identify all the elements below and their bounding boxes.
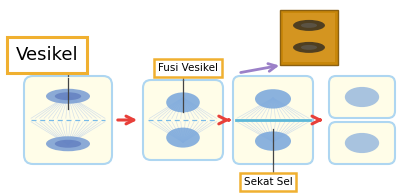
Text: Vesikel: Vesikel bbox=[16, 46, 78, 64]
Ellipse shape bbox=[345, 87, 379, 107]
Ellipse shape bbox=[46, 136, 90, 151]
Ellipse shape bbox=[166, 128, 200, 148]
Ellipse shape bbox=[255, 89, 291, 109]
FancyBboxPatch shape bbox=[24, 76, 112, 164]
FancyBboxPatch shape bbox=[233, 76, 313, 164]
Ellipse shape bbox=[166, 92, 200, 112]
Text: Fusi Vesikel: Fusi Vesikel bbox=[158, 63, 218, 73]
Ellipse shape bbox=[301, 45, 317, 50]
Ellipse shape bbox=[301, 23, 317, 28]
Ellipse shape bbox=[46, 89, 90, 104]
Ellipse shape bbox=[55, 140, 81, 148]
Ellipse shape bbox=[293, 42, 325, 53]
Ellipse shape bbox=[55, 92, 81, 100]
Ellipse shape bbox=[255, 131, 291, 151]
Text: Sekat Sel: Sekat Sel bbox=[244, 177, 292, 187]
Ellipse shape bbox=[293, 20, 325, 31]
FancyBboxPatch shape bbox=[329, 122, 395, 164]
FancyBboxPatch shape bbox=[280, 10, 338, 65]
FancyBboxPatch shape bbox=[143, 80, 223, 160]
FancyBboxPatch shape bbox=[283, 13, 335, 62]
FancyBboxPatch shape bbox=[329, 76, 395, 118]
Ellipse shape bbox=[345, 133, 379, 153]
